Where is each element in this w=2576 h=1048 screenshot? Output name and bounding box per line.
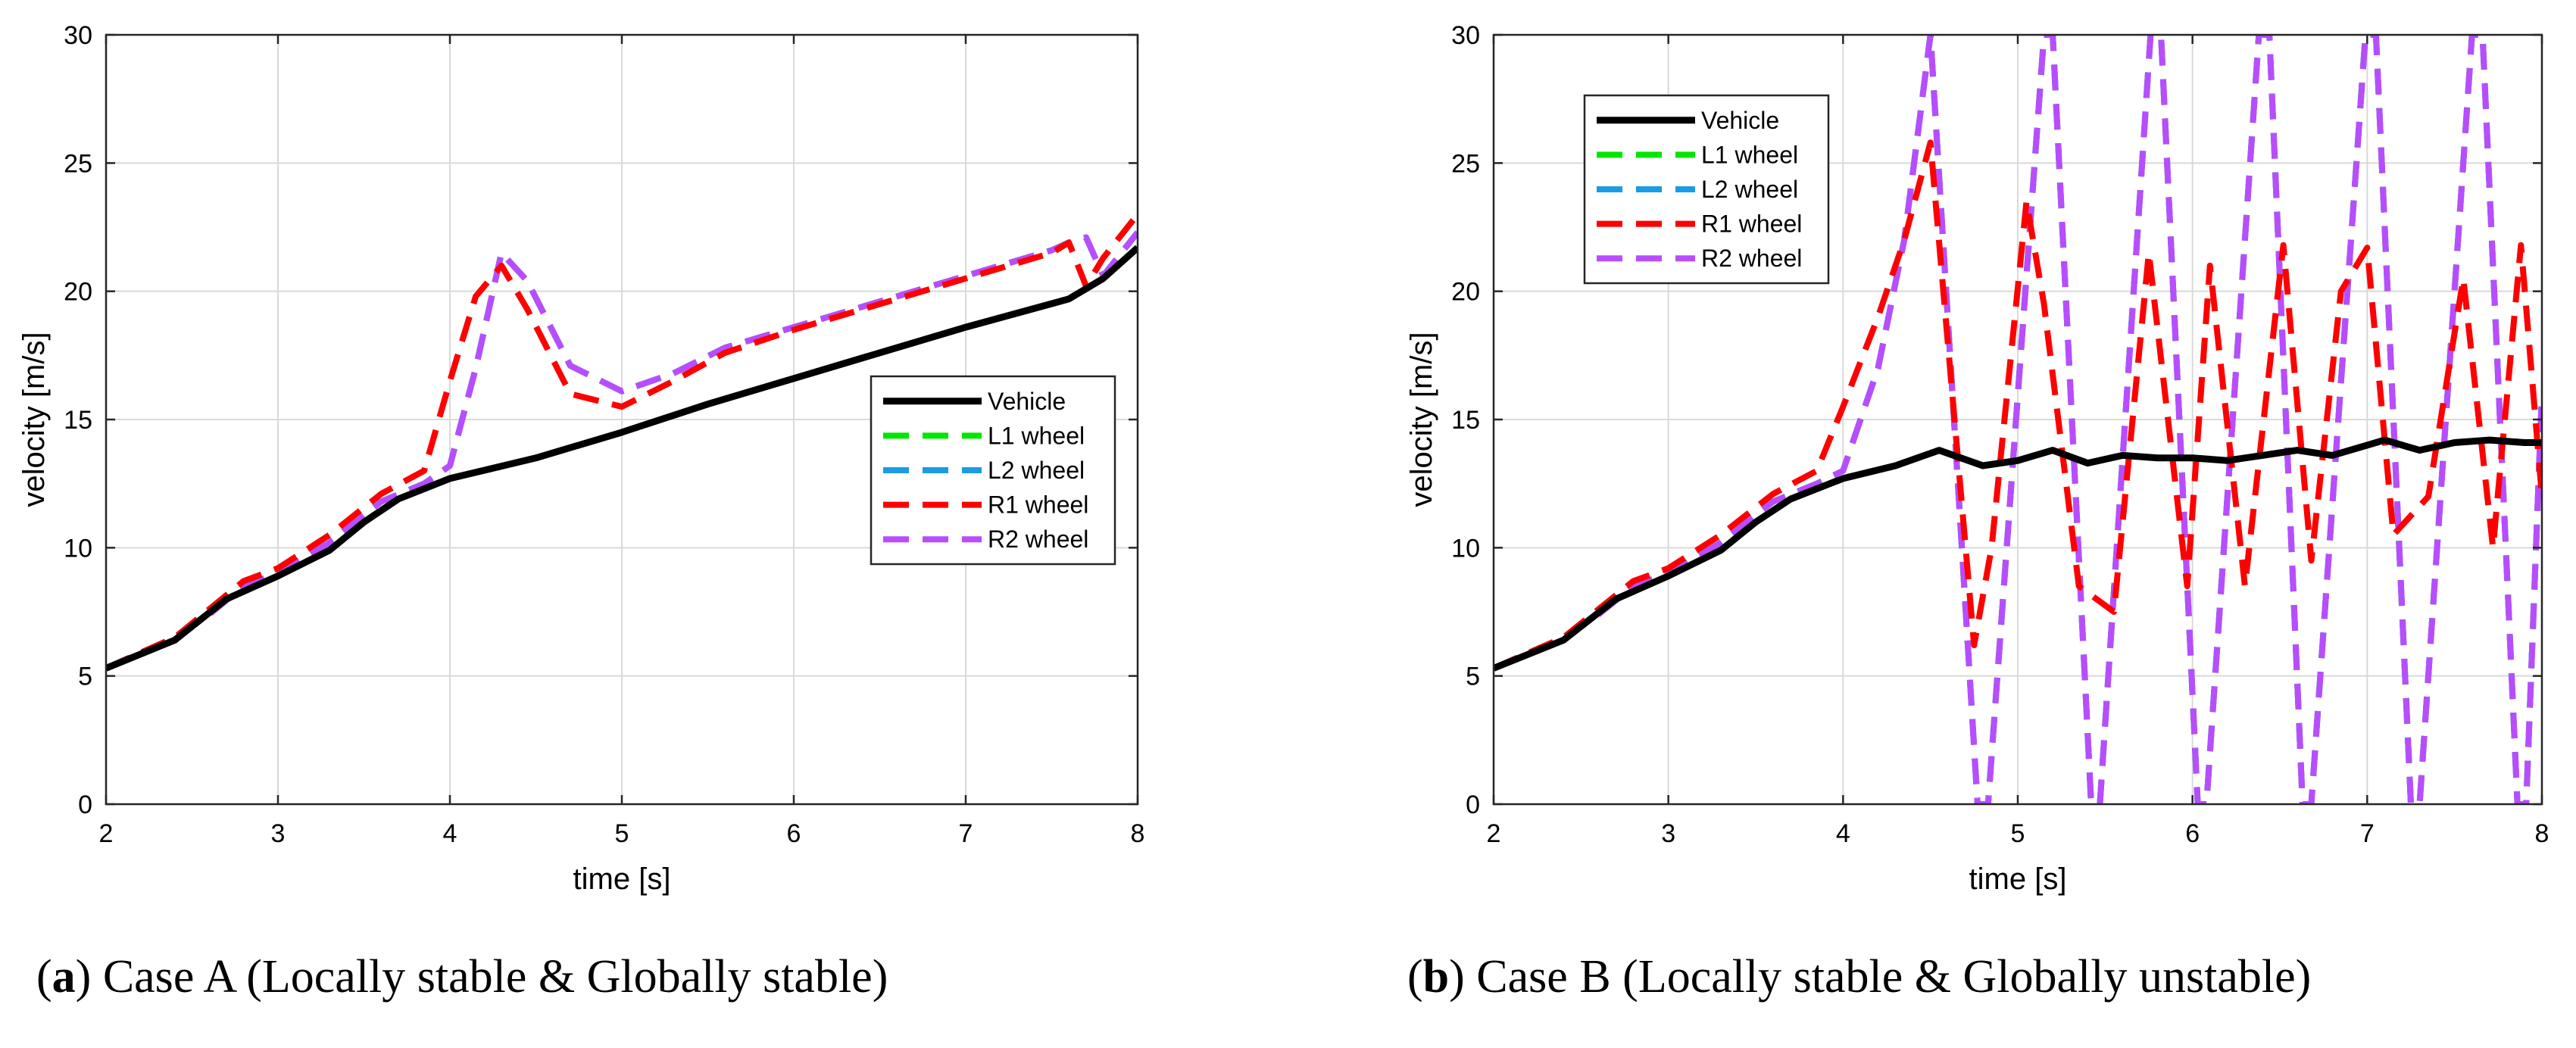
caption-b-text: Case B (Locally stable & Globally unstab… <box>1476 951 2312 1003</box>
legend-label: L1 wheel <box>1701 141 1798 168</box>
x-tick-label: 8 <box>1131 819 1145 848</box>
y-tick-label: 15 <box>1451 406 1480 435</box>
legend-label: R1 wheel <box>1701 211 1802 238</box>
x-tick-label: 7 <box>2360 819 2375 848</box>
legend-label: R2 wheel <box>1701 245 1802 272</box>
legend-label: L2 wheel <box>988 457 1085 484</box>
series-group <box>106 212 1138 672</box>
legend: Vehicle L1 wheel L2 wheel R1 wheel R2 wheel <box>870 375 1116 566</box>
x-tick-label: 2 <box>1487 819 1501 848</box>
x-tick-label: 3 <box>271 819 286 848</box>
y-tick-label: 30 <box>1451 21 1480 50</box>
y-axis-label: velocity [m/s] <box>1405 332 1438 507</box>
x-tick-label: 3 <box>1661 819 1675 848</box>
x-tick-label: 7 <box>959 819 973 848</box>
x-tick-label: 8 <box>2535 819 2549 848</box>
y-tick-label: 0 <box>1466 791 1480 819</box>
series-line-vehicle <box>1494 436 2542 672</box>
x-tick-label: 5 <box>2011 819 2025 848</box>
caption-b-letter: b <box>1422 951 1450 1003</box>
x-tick-label: 4 <box>1836 819 1850 848</box>
legend-box <box>870 375 1116 566</box>
legend-label: Vehicle <box>988 388 1066 415</box>
y-tick-label: 10 <box>64 534 92 563</box>
series-line-vehicle <box>106 245 1138 672</box>
y-tick-label: 20 <box>1451 278 1480 307</box>
legend-label: R2 wheel <box>988 526 1088 553</box>
x-tick-label: 6 <box>787 819 801 848</box>
y-tick-label: 20 <box>64 278 92 307</box>
x-axis-label: time [s] <box>573 862 671 896</box>
y-tick-label: 15 <box>64 406 92 435</box>
y-tick-label: 30 <box>64 21 92 50</box>
legend: Vehicle L1 wheel L2 wheel R1 wheel R2 wheel <box>1583 94 1830 285</box>
legend-label: L1 wheel <box>988 422 1085 449</box>
legend-label: Vehicle <box>1701 107 1779 134</box>
legend-box <box>1583 94 1830 285</box>
caption-a: (a) Case A (Locally stable & Globally st… <box>36 951 888 1003</box>
x-axis-label: time [s] <box>1969 862 2067 896</box>
y-tick-label: 5 <box>78 663 92 691</box>
series-group <box>1494 35 2542 804</box>
y-axis-label: velocity [m/s] <box>17 332 51 507</box>
x-tick-label: 4 <box>443 819 457 848</box>
legend-label: L2 wheel <box>1701 176 1798 203</box>
caption-b: (b) Case B (Locally stable & Globally un… <box>1407 951 2312 1003</box>
caption-a-text: Case A (Locally stable & Globally stable… <box>102 951 888 1003</box>
y-tick-label: 5 <box>1466 663 1480 691</box>
y-tick-label: 10 <box>1451 534 1480 563</box>
chart-panel-a: 2 3 4 5 6 7 8 0 5 10 15 20 25 30 time [s] velocity [m/s… <box>17 21 1144 896</box>
y-tick-label: 25 <box>64 149 92 178</box>
x-tick-label: 2 <box>99 819 114 848</box>
y-tick-label: 25 <box>1451 149 1480 178</box>
x-tick-label: 5 <box>615 819 629 848</box>
y-tick-label: 0 <box>78 791 92 819</box>
series-line-r1-wheel <box>1494 139 2542 672</box>
legend-label: R1 wheel <box>988 491 1088 519</box>
x-tick-label: 6 <box>2185 819 2200 848</box>
caption-a-letter: a <box>52 951 76 1003</box>
chart-panel-b: 2 3 4 5 6 7 8 0 5 10 15 20 25 30 time [s] velocity [m/s… <box>1405 21 2549 896</box>
